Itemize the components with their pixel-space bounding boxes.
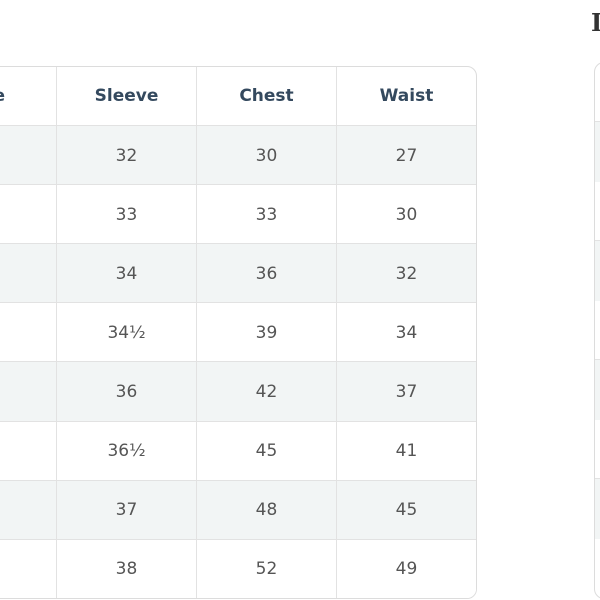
table-cell [0, 303, 56, 362]
table-title: I [591, 8, 600, 37]
table-cell: 52 [196, 539, 336, 598]
table-row [595, 359, 600, 420]
table-cell: 37 [336, 362, 476, 422]
table-cell [0, 244, 56, 303]
table-cell: 34½ [56, 303, 196, 363]
table-cell: 33 [196, 185, 336, 245]
table-cell: 33 [56, 185, 196, 245]
table-cell [0, 362, 56, 421]
table-cell: 30 [196, 126, 336, 186]
table-cell: 36 [196, 244, 336, 304]
table-row [595, 240, 600, 301]
table-cell [0, 126, 56, 185]
table-cell: 42 [196, 362, 336, 422]
table-cell: 36½ [56, 421, 196, 481]
table-cell [0, 422, 56, 481]
table-row [595, 478, 600, 539]
second-table [594, 62, 600, 599]
table-cell: 39 [196, 303, 336, 363]
table-row [595, 121, 600, 182]
table-cell: 49 [336, 539, 476, 598]
table-row: 34½ 39 34 [0, 302, 476, 363]
table-row: 37 48 45 [0, 479, 476, 540]
table-cell: 38 [56, 539, 196, 598]
table-row: 36½ 45 41 [0, 420, 476, 481]
table-cell: 45 [196, 421, 336, 481]
table-cell: 30 [336, 185, 476, 245]
header-cell: Sleeve [56, 67, 196, 125]
header-cell: Waist [336, 67, 476, 125]
table-cell: 34 [336, 303, 476, 363]
table-row: 34 36 32 [0, 243, 476, 304]
table-cell: 48 [196, 480, 336, 540]
header-cell: Chest [196, 67, 336, 125]
table-row: 38 52 49 [0, 538, 476, 598]
table-cell: 34 [56, 244, 196, 304]
table-cell [0, 185, 56, 244]
table-cell: 32 [336, 244, 476, 304]
size-table: eSleeveChestWaist32302733333034363234½39… [0, 66, 477, 599]
table-cell [0, 540, 56, 598]
table-cell: 45 [336, 480, 476, 540]
table-cell: 27 [336, 126, 476, 186]
table-row: 32 30 27 [0, 125, 476, 186]
table-cell: 41 [336, 421, 476, 481]
table-cell [0, 481, 56, 540]
table-cell: 32 [56, 126, 196, 186]
table-row: 33 33 30 [0, 184, 476, 245]
header-cell: e [0, 67, 56, 125]
table-cell: 37 [56, 480, 196, 540]
header-row: eSleeveChestWaist [0, 67, 476, 125]
table-row: 36 42 37 [0, 361, 476, 422]
table-cell: 36 [56, 362, 196, 422]
